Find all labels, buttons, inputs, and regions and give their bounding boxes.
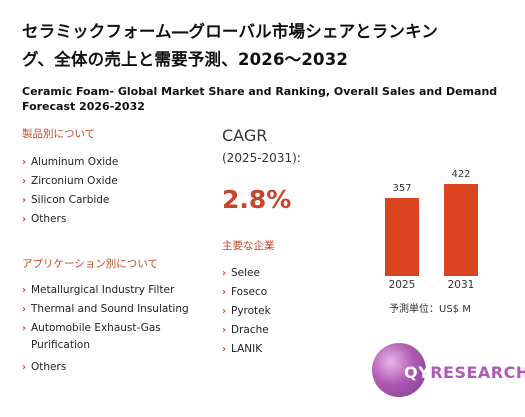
list-item: › Automobile Exhaust-Gas Purification [22,322,161,351]
list-item: › LANIK [222,340,271,359]
list-item: › Pyrotek [222,302,271,321]
chart-bar-2031 [444,184,478,276]
chevron-right-icon: › [222,325,227,336]
globe-icon [372,343,426,397]
chevron-right-icon: › [22,176,27,187]
list-item: › Metallurgical Industry Filter [22,282,196,299]
segment-list: › Aluminum Oxide › Zirconium Oxide › Silico… [22,153,118,229]
list-item: › Zirconium Oxide [22,172,118,191]
chevron-right-icon: › [222,344,227,355]
players-list: › Selee › Foseco › Pyrotek › Drache › LANIK [222,264,271,359]
qyresearch-logo: QYRESEARCH [366,343,525,403]
title-jp-line1: セラミックフォーム―グローバル市場シェアとランキン [22,22,439,41]
list-item: › Drache [222,321,271,340]
chevron-right-icon: › [22,195,27,206]
chevron-right-icon: › [222,306,227,317]
chevron-right-icon: › [22,285,27,296]
page-title-en: Ceramic Foam- Global Market Share and Ra… [22,85,498,113]
list-item: › Silicon Carbide [22,191,118,210]
cagr-range: (2025-2031): [222,151,301,165]
x-tick-label: 2031 [447,279,475,291]
application-section-label: アプリケーション別について [22,258,158,270]
list-item: › Others [22,359,196,376]
logo-text: QYRESEARCH [404,363,525,382]
unit-label: 予測単位：US$ M [389,304,471,315]
list-item: › Aluminum Oxide [22,153,118,172]
chevron-right-icon: › [222,268,227,279]
list-item: › Selee [222,264,271,283]
chart-bar-2025 [385,198,419,276]
list-item: › Thermal and Sound Insulating [22,301,196,318]
bar-value-label: 422 [451,169,471,180]
chevron-right-icon: › [22,214,27,225]
segment-section-label: 製品別について [22,128,96,140]
list-item: › Foseco [222,283,271,302]
chevron-right-icon: › [22,157,27,168]
bar-value-label: 357 [392,183,412,195]
title-jp-line2: グ、全体の売上と需要予測、2026〜2032 [22,50,349,69]
chevron-right-icon: › [22,304,27,315]
x-tick-label: 2025 [388,279,416,291]
cagr-label: CAGR [222,126,268,145]
chevron-right-icon: › [222,287,227,298]
chevron-right-icon: › [22,323,27,334]
list-item: › Others [22,210,118,229]
application-list: › Metallurgical Industry Filter › Thermal … [22,282,196,376]
cagr-value: 2.8% [222,185,292,214]
chevron-right-icon: › [22,362,27,373]
page-title-jp: セラミックフォーム―グローバル市場シェアとランキン グ、全体の売上と需要予測、2… [22,18,512,74]
players-section-label: 主要な企業 [222,240,275,252]
